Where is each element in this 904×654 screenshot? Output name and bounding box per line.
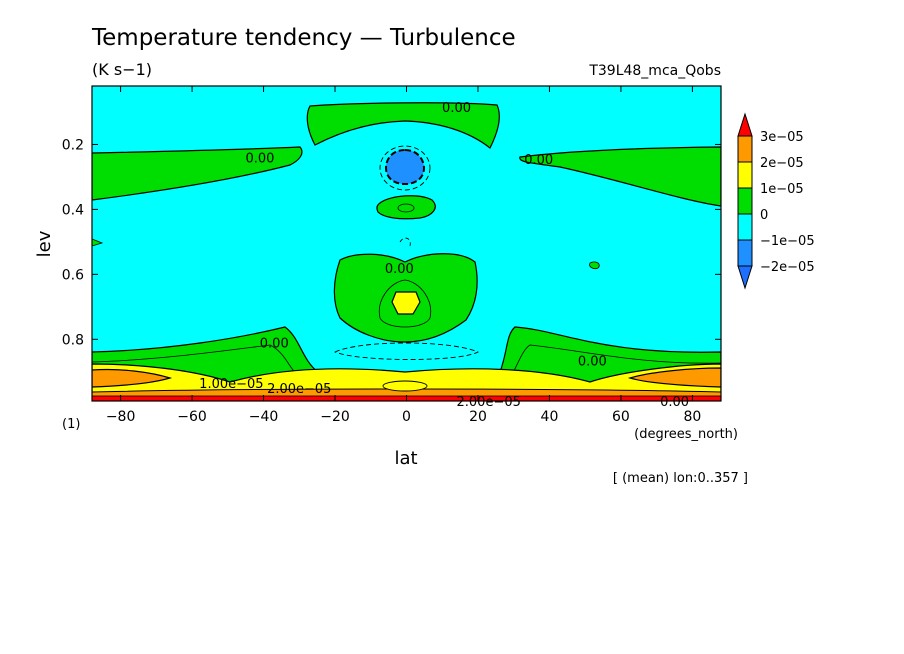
colorbar-label: 2e−05 <box>760 156 804 171</box>
colorbar-label: 1e−05 <box>760 182 804 197</box>
contour-label: 0.00 <box>260 337 289 352</box>
x-tick-label: −60 <box>177 409 207 425</box>
contour-line-middle-inner <box>378 279 432 328</box>
contour-fill-surface-orange <box>92 368 173 388</box>
x-tick-label: 80 <box>683 409 701 425</box>
contour-label: 0.00 <box>660 395 689 410</box>
y-axis-units: (1) <box>62 417 80 432</box>
colorbar-label: −1e−05 <box>760 234 815 249</box>
x-tick-label: −20 <box>320 409 350 425</box>
contour-label: 0.00 <box>442 101 471 116</box>
y-tick-label: 0.4 <box>62 202 84 218</box>
footnote: [ (mean) lon:0..357 ] <box>613 471 748 486</box>
colorbar-segment <box>737 187 753 215</box>
contour-line-negative-ring <box>379 145 431 191</box>
colorbar-label: 3e−05 <box>760 130 804 145</box>
contour-fill-negative-core <box>384 148 426 186</box>
contour-line-lower-green-inner <box>92 344 721 379</box>
contour-fill-yellow-core <box>391 291 421 315</box>
contour-fill-surface-orange-right <box>627 367 721 388</box>
chart-title: Temperature tendency — Turbulence <box>91 25 516 51</box>
contour-line-small-ring <box>397 203 415 213</box>
colorbar-bottom-arrow <box>737 265 753 290</box>
contour-label: 0.00 <box>385 262 414 277</box>
x-tick-label: 60 <box>612 409 630 425</box>
x-axis-title: lat <box>394 448 417 469</box>
x-tick-label: 40 <box>541 409 559 425</box>
contour-line-surface-center <box>382 380 428 392</box>
y-tick-label: 0.6 <box>62 267 84 283</box>
y-axis: 0.2 0.4 0.6 0.8 <box>62 137 721 348</box>
x-tick-label: 20 <box>469 409 487 425</box>
contour-line-small-negative <box>399 237 411 247</box>
contour-labels: 0.00 0.00 0.00 0.00 0.00 0.00 1.00e−05 2.00e−05… <box>199 101 689 410</box>
chart-units: (K s−1) <box>92 60 152 79</box>
colorbar-segment <box>737 213 753 241</box>
contour-fill-edge-right <box>589 261 600 270</box>
colorbar-top-arrow <box>737 112 753 137</box>
contour-label: 2.00e−05 <box>457 395 521 410</box>
x-tick-label: 0 <box>402 409 411 425</box>
colorbar-segment <box>737 161 753 189</box>
contour-label: 0.00 <box>578 354 607 369</box>
colorbar: 3e−05 2e−05 1e−05 0 −1e−05 −2e−05 <box>737 112 815 290</box>
contour-label: 0.00 <box>245 151 274 166</box>
contour-label: 1.00e−05 <box>199 377 263 392</box>
contour-fill-small-green <box>376 195 436 220</box>
colorbar-segment <box>737 239 753 267</box>
contour-label: 2.00e−05 <box>267 382 331 397</box>
x-axis-units: (degrees_north) <box>634 427 738 442</box>
x-tick-label: −40 <box>249 409 279 425</box>
run-name: T39L48_mca_Qobs <box>588 63 721 79</box>
x-axis: −80 −60 −40 −20 0 20 40 60 80 <box>106 86 701 425</box>
contour-fill-upper-green-center <box>306 102 500 149</box>
plot-area <box>92 86 721 401</box>
colorbar-label: 0 <box>760 208 768 223</box>
y-tick-label: 0.8 <box>62 332 84 348</box>
colorbar-segment <box>737 135 753 163</box>
y-tick-label: 0.2 <box>62 137 84 153</box>
x-tick-label: −80 <box>106 409 136 425</box>
colorbar-label: −2e−05 <box>760 260 815 275</box>
contour-label: 0.00 <box>524 153 553 168</box>
y-axis-title: lev <box>34 230 55 257</box>
contour-line-lower-negative <box>333 342 480 360</box>
contour-fill-edge-left <box>92 238 104 247</box>
contour-fill-upper-green-right <box>519 146 721 207</box>
contour-fill-upper-green-left <box>92 146 303 201</box>
